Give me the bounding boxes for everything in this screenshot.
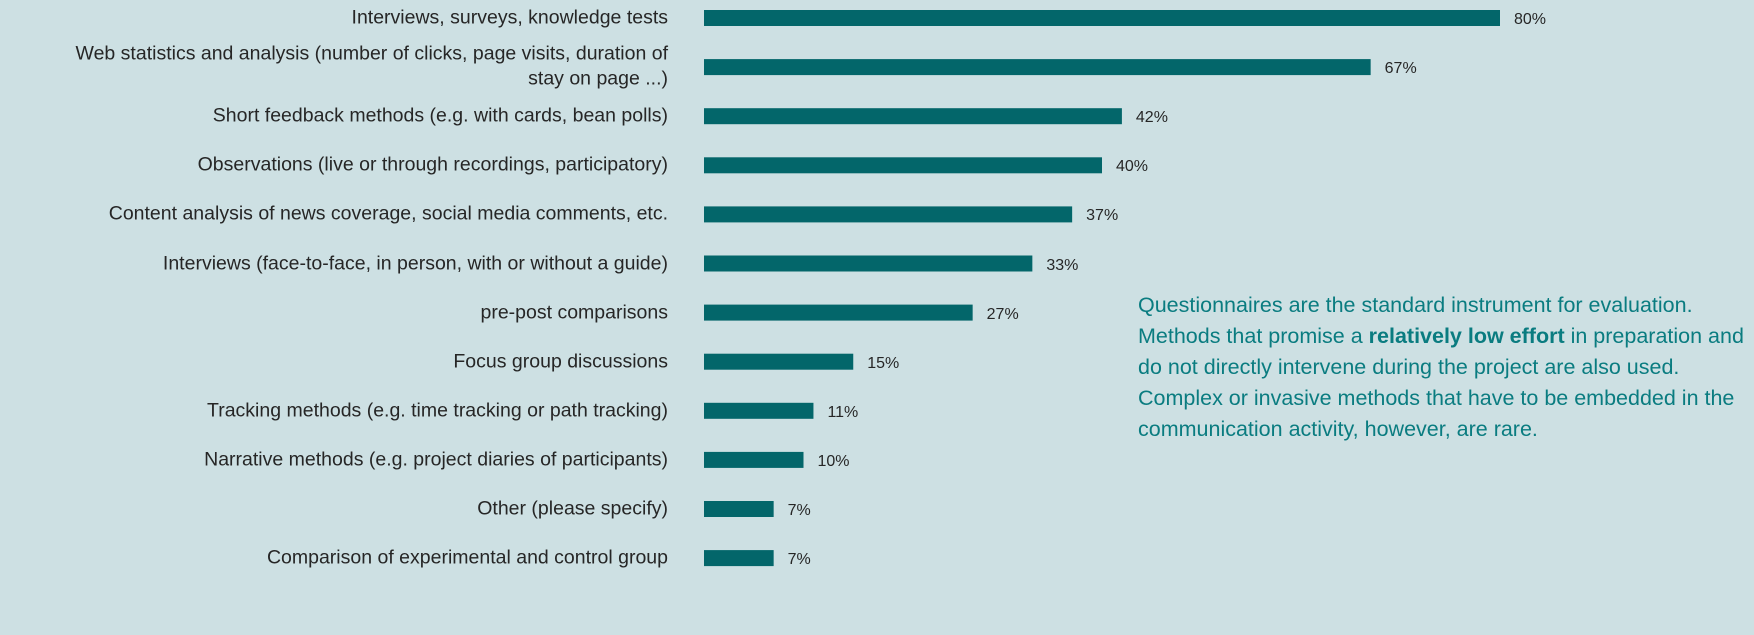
category-label: Observations (live or through recordings… — [197, 153, 668, 176]
category-label: Content analysis of news coverage, socia… — [108, 202, 668, 225]
value-label: 80% — [1514, 11, 1547, 28]
value-label: 33% — [1046, 256, 1079, 274]
category-label: Narrative methods (e.g. project diaries … — [204, 448, 668, 471]
bar — [704, 304, 973, 321]
category-label: Interviews (face-to-face, in person, wit… — [162, 251, 668, 274]
value-label: 37% — [1086, 207, 1119, 225]
category-label: Web statistics and analysis (number of c… — [75, 42, 668, 91]
value-label: 7% — [787, 502, 811, 519]
category-label: Tracking methods (e.g. time tracking or … — [207, 399, 668, 422]
bar — [704, 353, 854, 370]
value-label: 42% — [1135, 109, 1168, 127]
annotation-text: in preparation and do not directly inter… — [1138, 324, 1744, 441]
value-label: 11% — [827, 403, 859, 421]
category-label: Interviews, surveys, knowledge tests — [351, 6, 668, 29]
value-label: 67% — [1384, 60, 1417, 78]
category-label: pre-post comparisons — [480, 300, 669, 323]
bar — [704, 402, 814, 419]
bar — [704, 157, 1102, 174]
bar — [704, 550, 774, 567]
bar — [704, 451, 804, 468]
category-label: Short feedback methods (e.g. with cards,… — [212, 104, 668, 127]
bar — [704, 501, 774, 517]
value-label: 7% — [787, 551, 811, 569]
value-label: 40% — [1116, 158, 1149, 176]
bar — [704, 10, 1500, 26]
annotation: Questionnaires are the standard instrume… — [1138, 290, 1744, 445]
value-label: 27% — [986, 305, 1019, 323]
bar — [704, 108, 1122, 125]
annotation-text: Questionnaires are the standard instrume… — [1138, 293, 1693, 348]
bar — [704, 206, 1073, 223]
value-label: 10% — [817, 452, 850, 470]
value-label: 15% — [867, 354, 900, 372]
bar — [704, 59, 1371, 76]
annotation-bold: relatively low effort — [1368, 324, 1565, 348]
category-label: Other (please specify) — [477, 497, 668, 520]
category-label: Comparison of experimental and control g… — [266, 546, 668, 569]
category-label: Focus group discussions — [453, 350, 668, 373]
bar — [704, 255, 1033, 272]
